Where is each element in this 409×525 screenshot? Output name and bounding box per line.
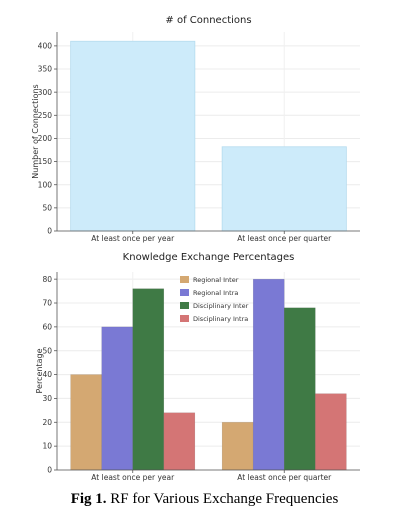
chart2-legend-swatch [180,302,189,309]
caption-label: Fig 1. [70,491,107,507]
chart1-bar [221,146,347,232]
chart1-title: # of Connections [165,15,251,26]
chart1-bar [70,40,196,232]
chart2-legend-swatch [180,276,189,283]
chart2-legend-label: Disciplinary Inter [193,302,249,310]
chart1-ytick-label: 350 [38,65,53,74]
chart1-ytick-label: 300 [38,88,53,97]
chart2-legend-swatch [180,315,189,322]
chart1-ytick-label: 400 [38,41,53,50]
chart2-ytick-label: 30 [42,394,52,403]
chart1-ytick-label: 150 [38,157,53,166]
chart2-bar-regional-inter [70,374,102,471]
chart2-bar-regional-intra [101,326,133,471]
chart2-legend-label: Disciplinary Intra [193,315,248,323]
figure-caption: Fig 1. RF for Various Exchange Frequenci… [0,491,409,508]
chart2-xtick-label: At least once per year [91,473,175,482]
chart2-ytick-label: 50 [42,346,52,355]
chart2-bar-regional-intra [252,278,285,471]
chart1-ytick-label: 250 [38,111,53,120]
chart2-bar-disciplinary-intra [163,412,196,471]
chart1-xtick-label: At least once per year [91,234,175,243]
chart2-bar-disciplinary-intra [315,393,347,471]
chart2-ytick-label: 60 [42,322,52,331]
chart2-legend-label: Regional Inter [193,276,239,284]
chart2-ytick-label: 0 [47,466,52,475]
chart2-ylabel: Percentage [35,348,44,393]
chart1-ytick-label: 200 [38,134,53,143]
chart1-ytick-label: 50 [42,203,52,212]
chart2-xtick-label: At least once per quarter [237,473,332,482]
chart2-ytick-label: 70 [42,299,52,308]
chart2-ytick-label: 20 [42,418,52,427]
chart2-title: Knowledge Exchange Percentages [123,252,295,263]
chart1-ytick-label: 100 [38,180,53,189]
chart2-bar-disciplinary-inter [132,288,165,471]
caption-text: RF for Various Exchange Frequencies [106,491,339,507]
chart1-xtick-label: At least once per quarter [237,234,332,243]
chart2-bar-disciplinary-inter [284,307,316,471]
chart2-ytick-label: 40 [42,370,52,379]
chart2-ytick-label: 10 [42,442,52,451]
chart1-ytick-label: 0 [47,227,52,236]
chart2-ytick-label: 80 [42,275,52,284]
chart1-ylabel: Number of Connections [31,84,40,178]
chart2-legend-swatch [180,289,189,296]
chart2-legend-label: Regional Intra [193,289,238,297]
chart2-bar-regional-inter [221,422,254,471]
